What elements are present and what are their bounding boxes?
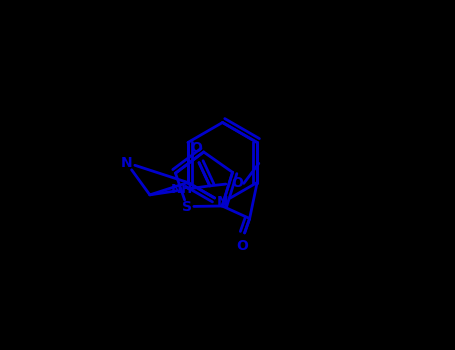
Text: O: O [232,176,243,190]
Text: O: O [236,239,248,253]
Text: N: N [121,155,132,169]
Text: O: O [190,141,202,155]
Text: N: N [217,196,228,210]
Text: S: S [182,199,192,213]
Text: NH: NH [171,183,193,196]
